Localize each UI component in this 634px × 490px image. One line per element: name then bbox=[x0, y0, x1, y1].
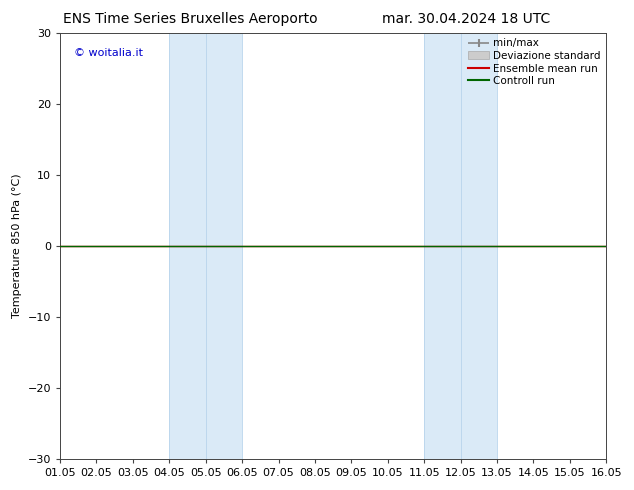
Bar bbox=[169, 33, 242, 459]
Text: ENS Time Series Bruxelles Aeroporto: ENS Time Series Bruxelles Aeroporto bbox=[63, 12, 318, 26]
Legend: min/max, Deviazione standard, Ensemble mean run, Controll run: min/max, Deviazione standard, Ensemble m… bbox=[465, 35, 604, 89]
Text: mar. 30.04.2024 18 UTC: mar. 30.04.2024 18 UTC bbox=[382, 12, 550, 26]
Bar bbox=[424, 33, 497, 459]
Y-axis label: Temperature 850 hPa (°C): Temperature 850 hPa (°C) bbox=[12, 174, 22, 318]
Text: © woitalia.it: © woitalia.it bbox=[74, 48, 143, 58]
